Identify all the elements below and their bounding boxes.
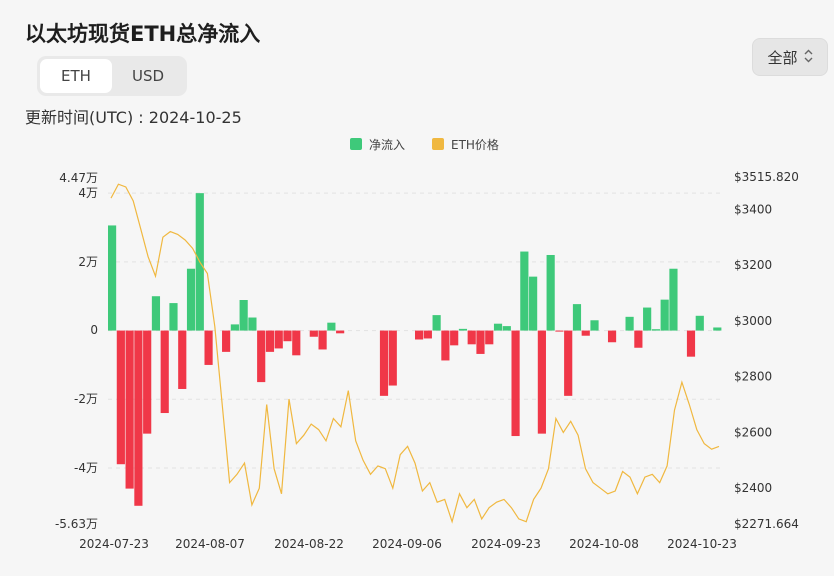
inflow-bar [537,330,546,434]
right-axis-tick-label: $2600 [734,425,772,439]
left-axis-tick-label: 2万 [78,255,98,269]
inflow-bar [274,330,283,349]
inflow-bar [327,322,336,331]
toggle-option-usd[interactable]: USD [131,67,165,85]
inflow-bar [116,330,125,465]
right-axis-tick-label: $2271.664 [734,517,799,531]
eth-price-line [110,183,720,524]
inflow-bar [590,320,599,331]
inflow-bar [283,330,292,342]
x-axis-tick-label: 2024-09-06 [372,537,442,551]
inflow-bar [485,330,494,345]
inflow-bar [423,330,432,339]
x-axis-tick-label: 2024-08-07 [175,537,245,551]
inflow-bar [651,329,660,331]
inflow-bar [581,330,590,336]
inflow-bar [713,327,722,331]
updated-time: 更新时间(UTC) : 2024-10-25 [25,108,242,127]
toggle-option-eth[interactable]: ETH [40,59,112,93]
inflow-bar [318,330,327,350]
inflow-bar [143,330,152,434]
page-title: 以太坊现货ETH总净流入 [25,22,261,46]
inflow-bar [493,323,503,331]
x-axis-tick-label: 2024-09-23 [471,537,541,551]
inflow-bar [634,330,643,348]
range-select[interactable]: 全部 [752,38,828,76]
range-select-label: 全部 [767,48,798,67]
right-axis-tick-label: $3200 [734,258,772,272]
inflow-bar [125,330,134,489]
inflow-bar [248,317,257,331]
inflow-bar [686,330,696,357]
inflow-bar [265,330,275,352]
x-axis-tick-label: 2024-08-22 [274,537,344,551]
inflow-bar [230,324,239,331]
inflow-bar [239,300,248,331]
inflow-bar [309,330,318,337]
inflow-bar [695,315,704,331]
inflow-bar [643,307,652,331]
inflow-bar [415,330,424,340]
inflow-bar [186,268,196,331]
inflow-bar [572,304,582,331]
inflow-bar [178,330,187,389]
x-axis-tick-label: 2024-10-23 [667,537,737,551]
right-axis-tick-label: $3000 [734,314,772,328]
inflow-bar [467,330,476,345]
inflow-bar [169,303,178,331]
inflow-bar [669,268,678,331]
left-axis-tick-label: -5.63万 [55,517,98,531]
chevron-up-down-icon [804,49,813,65]
inflow-bar [388,330,397,386]
left-axis-tick-label: 4.47万 [59,171,98,185]
legend-label: 净流入 [369,138,405,152]
left-axis-tick-label: 0 [90,323,98,337]
inflow-bar [379,330,389,396]
inflow-bar [625,316,634,331]
inflow-bar [108,225,117,331]
x-axis-tick-label: 2024-10-08 [569,537,639,551]
right-axis-tick-label: $3515.820 [734,170,799,184]
inflow-bar [476,330,485,354]
left-axis-tick-label: -4万 [74,461,98,475]
legend-swatch [350,138,362,150]
inflow-bar [292,330,301,356]
inflow-bar [151,296,161,331]
currency-toggle: ETH USD [37,56,187,96]
left-axis-tick-label: 4万 [78,186,98,200]
inflow-bar [564,330,573,396]
inflow-bar [660,299,669,331]
x-axis-tick-label: 2024-07-23 [79,537,149,551]
inflow-bar [458,328,468,331]
legend-swatch [432,138,444,150]
right-axis-tick-label: $2800 [734,370,772,384]
inflow-bar [450,330,459,346]
inflow-bar [432,315,441,331]
inflow-bar [546,254,555,331]
inflow-bar [607,330,617,343]
inflow-bar [511,330,520,437]
inflow-bar [134,330,143,506]
legend-label: ETH价格 [451,137,499,152]
inflow-bar [160,330,169,414]
inflow-bar [204,330,213,365]
right-axis-tick-label: $2400 [734,481,772,495]
inflow-bar [529,276,538,331]
inflow-bar [257,330,266,383]
inflow-bar [502,326,511,331]
inflow-bar [520,251,529,331]
inflow-bar [336,330,345,334]
inflow-bar [441,330,450,361]
inflow-bar [555,330,564,332]
right-axis-tick-label: $3400 [734,202,772,216]
left-axis-tick-label: -2万 [74,392,98,406]
inflow-bar [222,330,231,352]
